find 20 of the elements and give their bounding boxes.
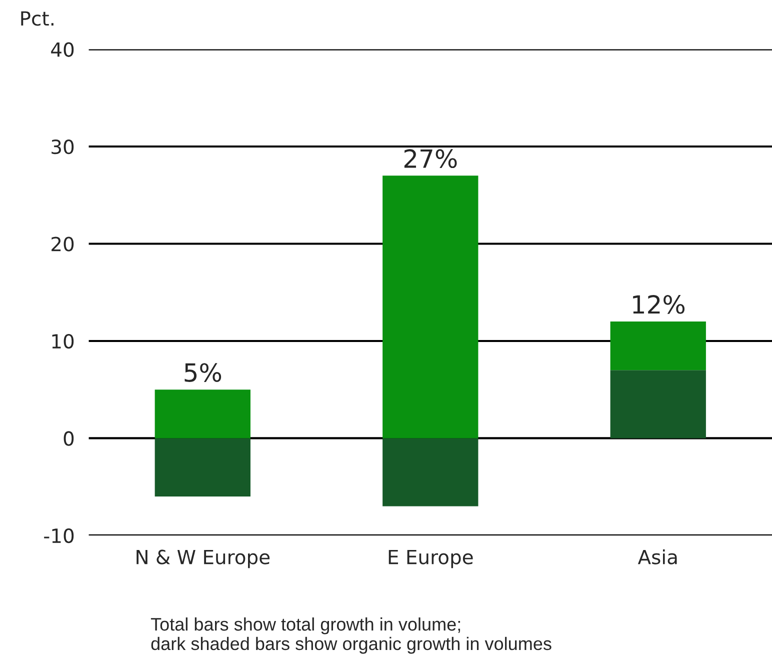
y-axis-title: Pct. <box>21 11 54 26</box>
annotation: 5% <box>184 363 222 382</box>
bar <box>610 370 706 438</box>
bar <box>610 322 706 370</box>
x-tick-label: Asia <box>638 549 677 564</box>
y-tick-label: 0 <box>64 431 74 446</box>
bar <box>382 438 478 506</box>
text: Total bars show total growth in volume; dark shaded bars show organic growth in volumes <box>150 617 552 654</box>
y-tick-label: 10 <box>52 334 74 349</box>
bar <box>382 176 478 438</box>
x-tick-label: E Europe <box>388 550 473 568</box>
y-tick-label: -10 <box>44 528 74 544</box>
annotation: 12% <box>633 295 685 314</box>
y-tick-label: 20 <box>52 236 74 252</box>
y-tick-label: 40 <box>51 42 74 57</box>
bar <box>154 438 250 497</box>
annotation: 27% <box>404 149 457 168</box>
x-tick-label: N & W Europe <box>136 550 270 568</box>
y-tick-label: 30 <box>52 139 74 154</box>
bar <box>154 390 250 438</box>
